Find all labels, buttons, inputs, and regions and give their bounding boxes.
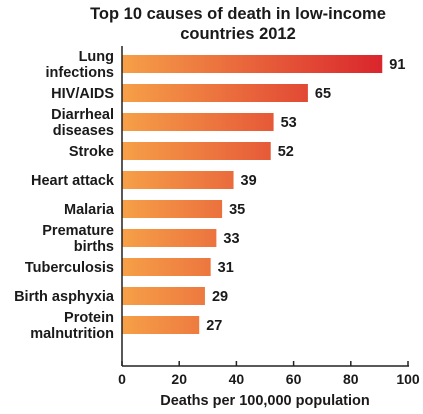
bar-value-label: 27 [206, 318, 222, 334]
bar-value-label: 52 [278, 144, 294, 160]
bar [122, 84, 308, 102]
x-axis: 0 20 40 60 80 100 [118, 46, 420, 387]
x-tick-label: 0 [118, 371, 126, 387]
bars-group [122, 55, 383, 334]
category-label: Heart attack [31, 173, 115, 189]
category-label: HIV/AIDS [51, 86, 114, 102]
x-tick-label: 100 [396, 371, 420, 387]
bar [122, 171, 234, 189]
chart-title: Top 10 causes of death in low-income coun… [90, 5, 386, 43]
category-label: Birth asphyxia [14, 289, 115, 305]
x-tick-label: 60 [286, 371, 302, 387]
chart-title-line: Top 10 causes of death in low-income [90, 5, 386, 23]
category-label: Stroke [69, 144, 114, 160]
bar [122, 258, 211, 276]
bar [122, 200, 223, 218]
x-tick-label: 20 [171, 371, 187, 387]
bar-value-label: 65 [315, 86, 331, 102]
bar-value-label: 39 [241, 173, 257, 189]
bar [122, 142, 271, 160]
bar-value-label: 53 [281, 115, 297, 131]
bar-value-label: 31 [218, 260, 234, 276]
bar [122, 113, 274, 131]
bar [122, 55, 383, 73]
bar-value-label: 33 [223, 231, 239, 247]
category-labels: Lung infections HIV/AIDS Diarrheal diseases S… [14, 49, 115, 342]
x-tick-label: 40 [229, 371, 245, 387]
bar-value-label: 29 [212, 289, 228, 305]
bar [122, 287, 205, 305]
category-label: Diarrheal diseases [51, 107, 114, 139]
category-label: Lung infections [46, 49, 114, 81]
category-label: Premature births [42, 223, 114, 255]
bar-value-label: 35 [229, 202, 245, 218]
category-label: Malaria [64, 202, 115, 218]
x-axis-title: Deaths per 100,000 population [160, 393, 370, 409]
bar [122, 316, 200, 334]
x-tick-label: 80 [343, 371, 359, 387]
bar-value-label: 91 [389, 57, 405, 73]
category-label: Protein malnutrition [30, 310, 114, 342]
bar [122, 229, 217, 247]
value-labels: 91 65 53 52 39 35 33 31 29 27 [206, 57, 405, 334]
chart-title-line: countries 2012 [180, 25, 296, 43]
category-label: Tuberculosis [25, 260, 114, 276]
